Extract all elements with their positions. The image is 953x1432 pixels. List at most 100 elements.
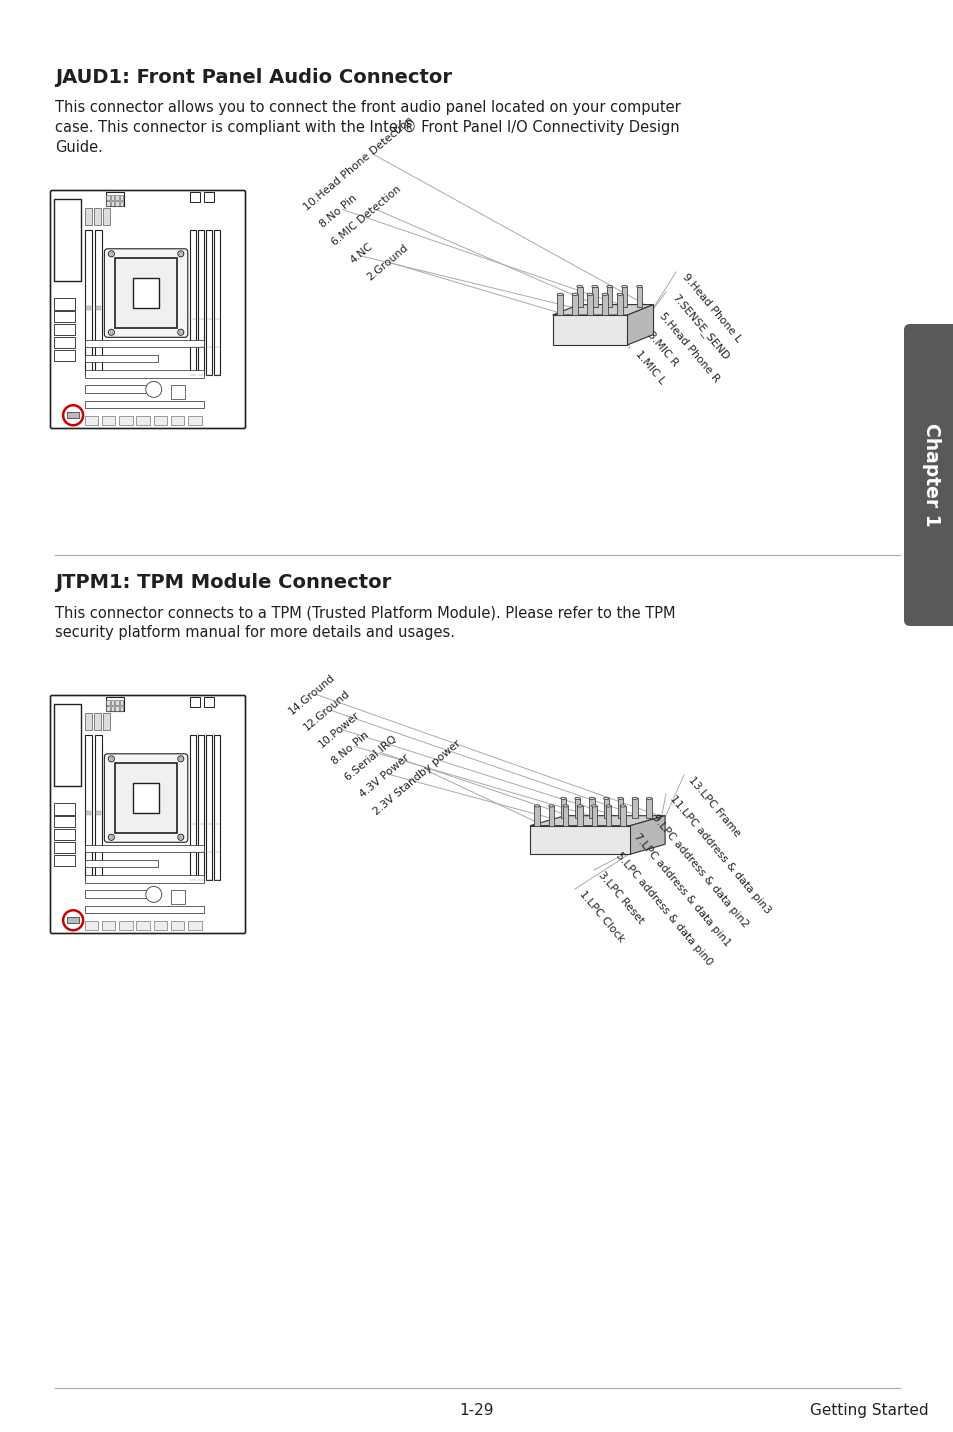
Ellipse shape [575,798,579,799]
Text: 1-29: 1-29 [459,1403,494,1418]
Text: Guide.: Guide. [55,140,103,155]
FancyBboxPatch shape [51,696,245,934]
Bar [560,799,565,818]
Text: Chapter 1: Chapter 1 [922,424,941,527]
Text: This connector allows you to connect the front audio panel located on your compu: This connector allows you to connect the… [55,100,680,115]
Circle shape [179,758,182,760]
Bar [93,209,100,225]
Bar [54,324,75,335]
Ellipse shape [572,294,578,295]
Bar [85,369,204,378]
Bar [589,799,594,818]
Ellipse shape [605,805,611,808]
Bar [85,339,204,347]
Ellipse shape [557,294,562,295]
Circle shape [110,331,112,334]
Bar [54,816,75,828]
Bar [115,706,118,710]
Bar [214,229,220,375]
Bar [111,195,114,199]
Text: This connector connects to a TPM (Trusted Platform Module). Please refer to the : This connector connects to a TPM (Truste… [55,604,675,620]
Ellipse shape [632,798,637,799]
Bar [54,311,75,322]
Bar [67,918,79,924]
Bar [103,209,110,225]
Text: 6.Serial IRQ: 6.Serial IRQ [343,735,398,783]
Circle shape [177,756,184,762]
Ellipse shape [562,805,568,808]
Bar [120,200,123,206]
Ellipse shape [591,805,597,808]
Text: 4.3V Power: 4.3V Power [357,753,411,800]
Bar [198,735,204,881]
Circle shape [109,329,114,335]
Bar [85,905,204,914]
Bar [632,799,637,818]
Bar [85,229,91,375]
Circle shape [179,836,182,839]
Bar [605,806,611,826]
Text: JAUD1: Front Panel Audio Connector: JAUD1: Front Panel Audio Connector [55,67,452,87]
Circle shape [110,836,112,839]
Text: 14.Ground: 14.Ground [287,673,337,717]
Bar [601,295,607,315]
Ellipse shape [586,294,592,295]
Text: 8.No Pin: 8.No Pin [330,730,371,768]
Bar [646,799,651,818]
Bar [86,305,91,309]
Bar [106,706,110,710]
Text: 1.MIC L: 1.MIC L [633,349,666,387]
Text: case. This connector is compliant with the Intel® Front Panel I/O Connectivity D: case. This connector is compliant with t… [55,120,679,135]
Bar [67,412,79,418]
Bar [95,305,100,309]
Text: 10.Power: 10.Power [316,710,361,750]
Ellipse shape [619,805,625,808]
Text: 3.LPC Reset: 3.LPC Reset [596,871,644,927]
Ellipse shape [591,285,597,288]
Bar [54,199,81,281]
Circle shape [179,331,182,334]
Bar [577,286,582,308]
Ellipse shape [621,285,627,288]
Bar [619,806,625,826]
Bar [190,697,200,707]
Bar [133,278,159,308]
Ellipse shape [618,798,622,799]
Ellipse shape [577,285,582,288]
Bar [618,799,622,818]
Bar [557,295,562,315]
Bar [120,699,123,705]
Bar [86,811,91,815]
Bar [103,713,110,730]
Bar [85,385,157,392]
Bar [54,337,75,348]
Bar [603,799,608,818]
Bar [606,286,612,308]
Bar [575,799,579,818]
Text: 12.Ground: 12.Ground [302,689,352,733]
Text: 7.LPC address & data pin1: 7.LPC address & data pin1 [631,832,732,949]
Ellipse shape [606,285,612,288]
Bar [106,195,110,199]
Bar [54,842,75,853]
Text: Getting Started: Getting Started [809,1403,927,1418]
Bar [534,806,539,826]
Bar [572,295,578,315]
Text: 5.LPC address & data pin0: 5.LPC address & data pin0 [614,851,714,968]
Bar [115,258,176,328]
Text: 2.Ground: 2.Ground [365,243,410,284]
Circle shape [110,252,112,255]
FancyBboxPatch shape [104,753,188,842]
Text: 5.Head Phone R: 5.Head Phone R [657,311,720,384]
Bar [591,806,597,826]
Bar [115,699,118,705]
Bar [94,735,102,881]
Ellipse shape [603,798,608,799]
Bar [111,706,114,710]
Text: 1.LPC Clock: 1.LPC Clock [577,889,625,944]
Bar [85,875,204,882]
Bar [95,811,100,815]
FancyBboxPatch shape [104,249,188,338]
Bar [171,415,184,425]
Polygon shape [530,826,629,855]
